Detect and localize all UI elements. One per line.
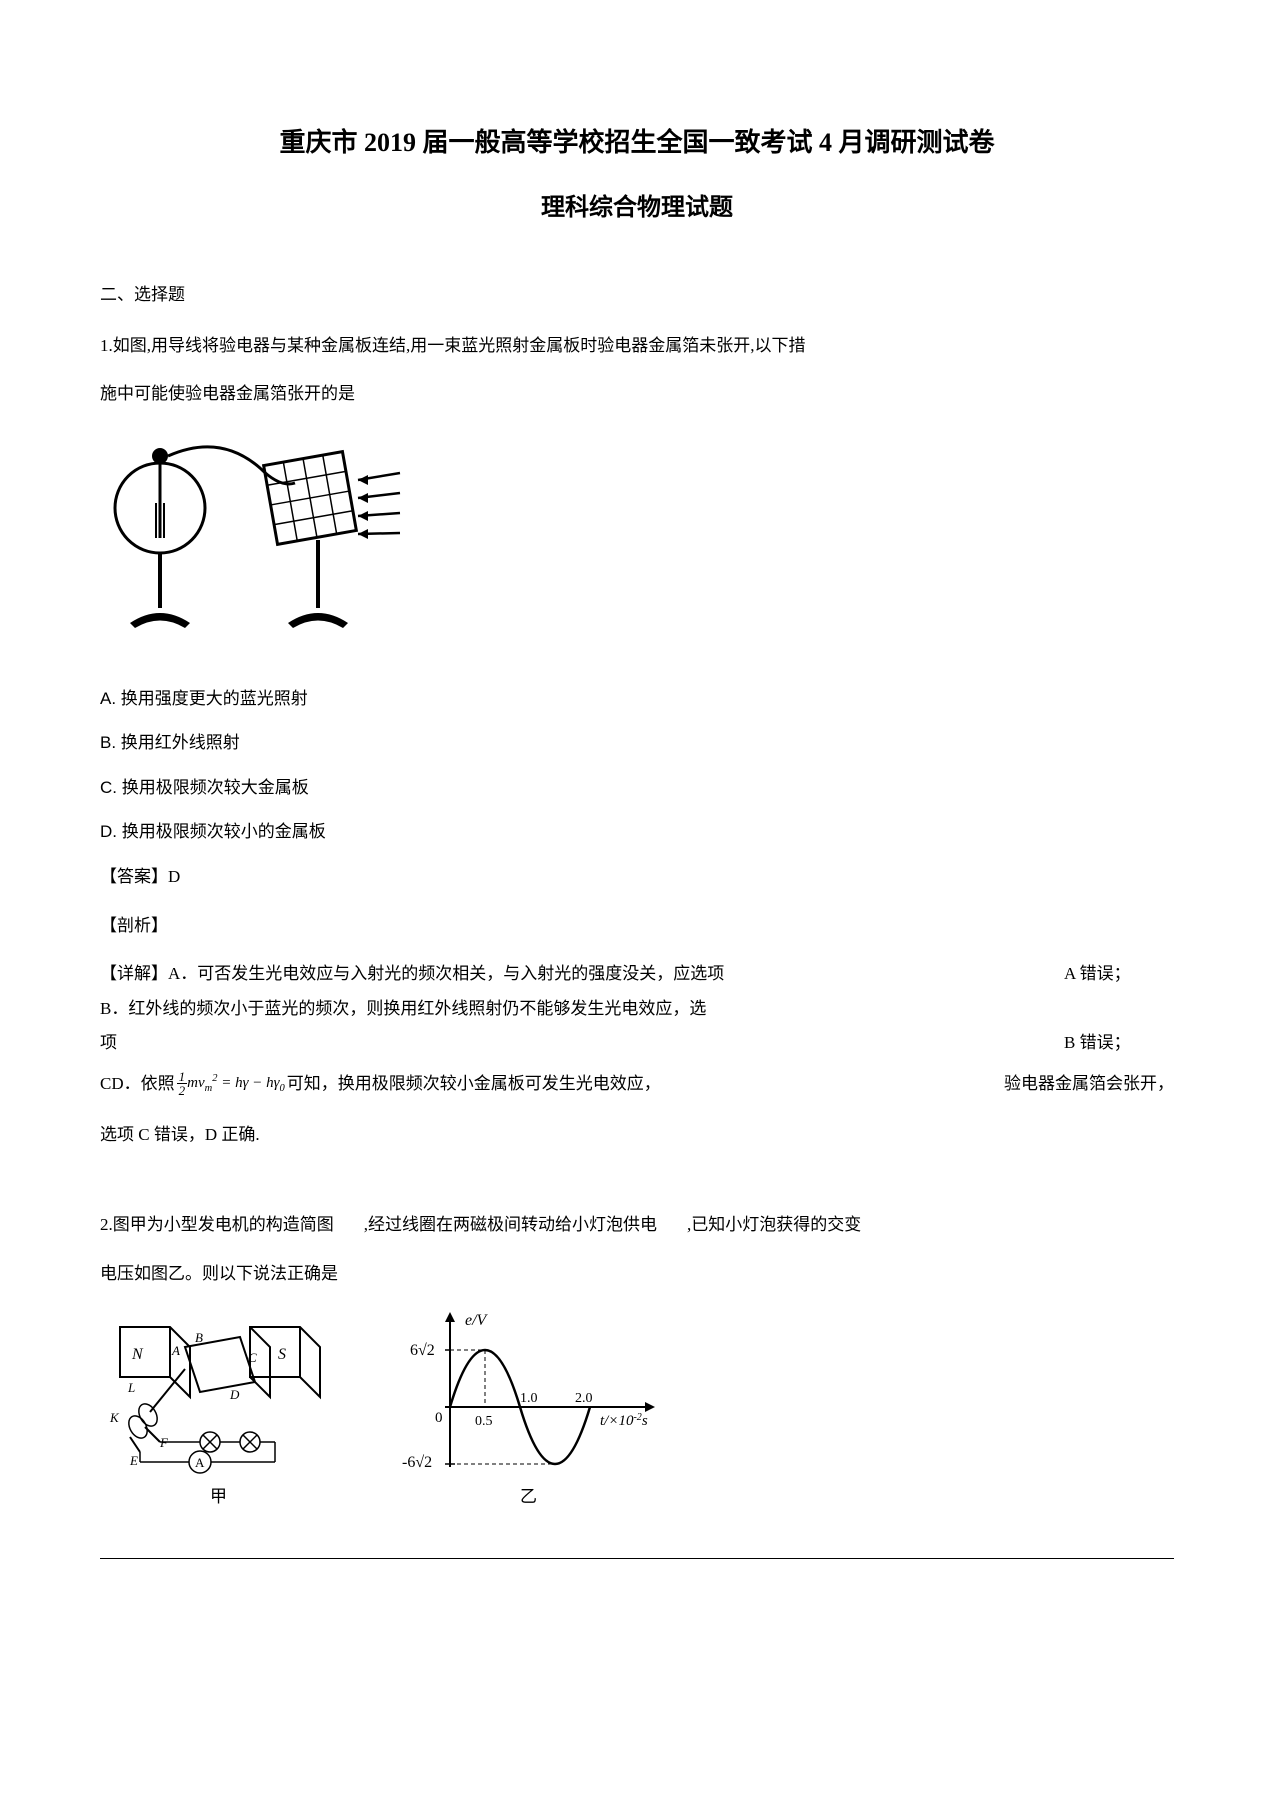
q1-option-c: C. 换用极限频次较大金属板 bbox=[100, 773, 1174, 804]
svg-text:1.0: 1.0 bbox=[520, 1391, 538, 1406]
q1-detail: 【详解】A．可否发生光电效应与入射光的频次相关，与入射光的强度没关，应选项 A … bbox=[100, 959, 1174, 1059]
svg-text:0.5: 0.5 bbox=[475, 1414, 493, 1429]
q1-stem-line1: 1.如图,用导线将验电器与某种金属板连结,用一束蓝光照射金属板时验电器金属箔未张… bbox=[100, 331, 1174, 362]
svg-text:t/×10-2s: t/×10-2s bbox=[600, 1412, 648, 1430]
q1-conclusion: 选项 C 错误，D 正确. bbox=[100, 1120, 1174, 1151]
svg-text:K: K bbox=[109, 1410, 120, 1425]
svg-text:6√2: 6√2 bbox=[410, 1342, 435, 1359]
svg-text:N: N bbox=[131, 1346, 144, 1363]
q2-figure-graph: e/V t/×10-2s 6√2 -6√2 0 0.5 1.0 2.0 乙 bbox=[390, 1307, 670, 1518]
q2-stem-line2: 电压如图乙。则以下说法正确是 bbox=[100, 1259, 1174, 1290]
q1-formula-line: CD．依照 12mvm2 = hγ − hγ0 可知，换用极限频次较小金属板可发… bbox=[100, 1069, 1174, 1100]
q1-option-b: B. 换用红外线照射 bbox=[100, 728, 1174, 759]
svg-text:C: C bbox=[248, 1350, 257, 1365]
formula-icon: 12mvm2 = hγ − hγ0 bbox=[177, 1070, 285, 1099]
svg-text:-6√2: -6√2 bbox=[402, 1454, 432, 1471]
q2-figure-generator: N S B A C D L K F E bbox=[100, 1307, 340, 1518]
fig1-label: 甲 bbox=[210, 1487, 227, 1506]
q1-analysis-label: 【剖析】 bbox=[100, 911, 1174, 942]
section-header: 二、选择题 bbox=[100, 280, 1174, 311]
svg-text:e/V: e/V bbox=[465, 1312, 489, 1329]
fig2-label: 乙 bbox=[520, 1487, 537, 1506]
footer-divider bbox=[100, 1558, 1174, 1559]
svg-text:B: B bbox=[195, 1330, 203, 1345]
svg-text:0: 0 bbox=[435, 1410, 443, 1426]
q1-answer: 【答案】D bbox=[100, 862, 1174, 893]
sub-title: 理科综合物理试题 bbox=[100, 187, 1174, 230]
q2-stem-line1: 2.图甲为小型发电机的构造简图 ,经过线圈在两磁极间转动给小灯泡供电 ,已知小灯… bbox=[100, 1210, 1174, 1241]
svg-text:2.0: 2.0 bbox=[575, 1391, 593, 1406]
q1-option-d: D. 换用极限频次较小的金属板 bbox=[100, 817, 1174, 848]
q2-figures: N S B A C D L K F E bbox=[100, 1307, 1174, 1518]
q1-option-a: A. 换用强度更大的蓝光照射 bbox=[100, 684, 1174, 715]
q1-figure bbox=[100, 428, 1174, 659]
svg-text:S: S bbox=[278, 1346, 286, 1363]
svg-text:A: A bbox=[195, 1455, 205, 1470]
svg-text:A: A bbox=[171, 1343, 180, 1358]
svg-text:E: E bbox=[129, 1453, 138, 1468]
svg-text:L: L bbox=[127, 1380, 135, 1395]
svg-text:D: D bbox=[229, 1387, 240, 1402]
main-title: 重庆市 2019 届一般高等学校招生全国一致考试 4 月调研测试卷 bbox=[100, 120, 1174, 167]
q1-stem-line2: 施中可能使验电器金属箔张开的是 bbox=[100, 379, 1174, 410]
